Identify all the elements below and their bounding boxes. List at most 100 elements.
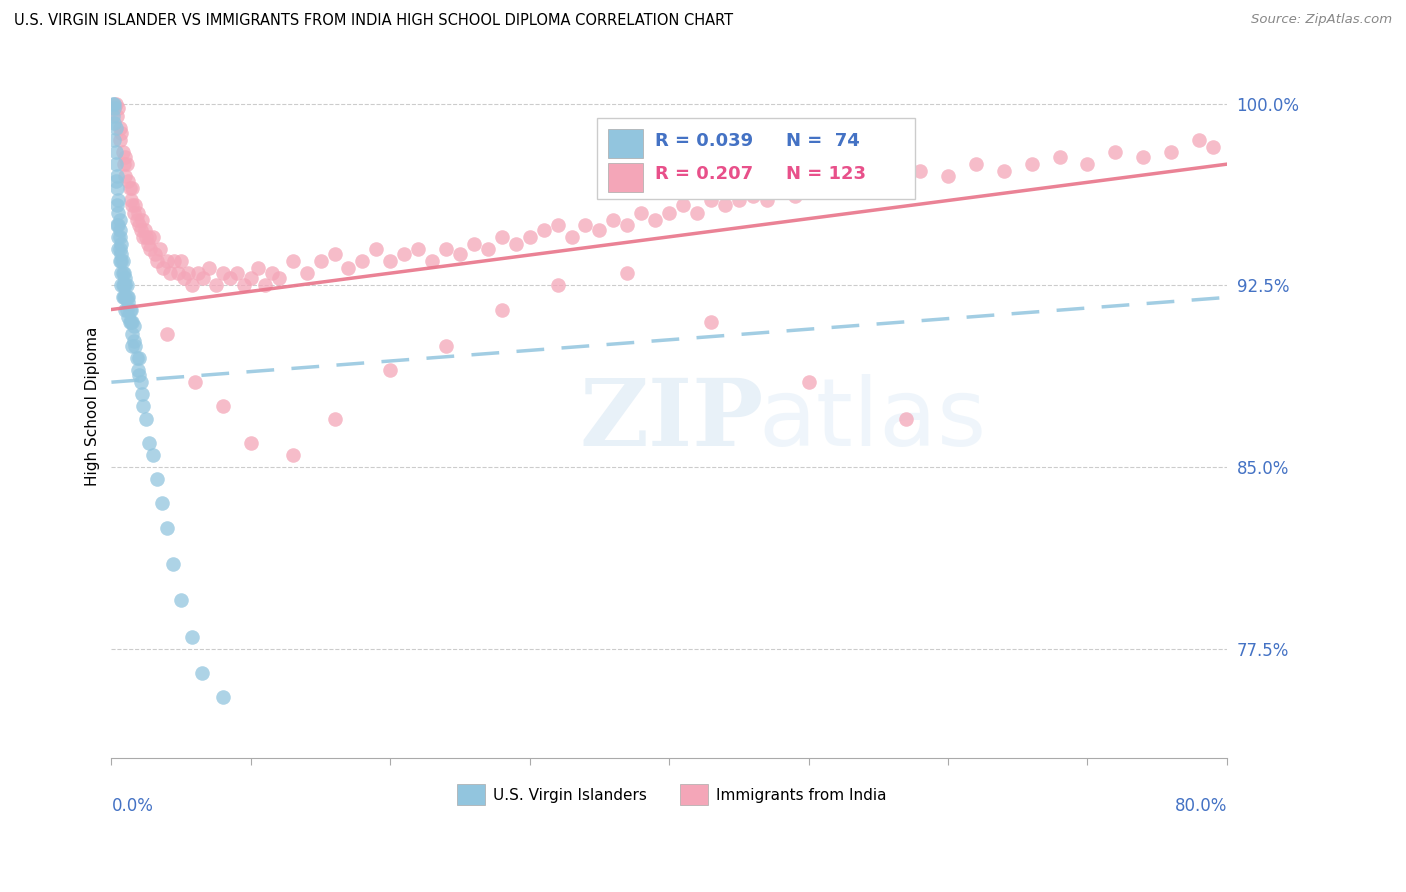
Point bbox=[143, 247, 166, 261]
Point bbox=[114, 290, 136, 304]
Point bbox=[105, 181, 128, 195]
Point bbox=[101, 96, 124, 111]
Point bbox=[1188, 133, 1211, 147]
Point bbox=[111, 254, 134, 268]
Point bbox=[406, 242, 429, 256]
Point bbox=[173, 271, 195, 285]
Point bbox=[117, 174, 139, 188]
Point bbox=[380, 363, 402, 377]
Point bbox=[561, 230, 583, 244]
Point bbox=[103, 116, 125, 130]
Point bbox=[253, 278, 276, 293]
Point bbox=[111, 290, 134, 304]
Text: 80.0%: 80.0% bbox=[1174, 797, 1227, 814]
Point bbox=[219, 271, 242, 285]
Point bbox=[110, 237, 132, 252]
Point bbox=[191, 665, 214, 680]
Point bbox=[811, 174, 834, 188]
Point bbox=[120, 194, 142, 208]
Point bbox=[769, 181, 792, 195]
Point bbox=[152, 261, 174, 276]
Point bbox=[127, 205, 149, 219]
Point bbox=[177, 266, 200, 280]
Point bbox=[463, 237, 485, 252]
Point bbox=[225, 266, 247, 280]
Point bbox=[142, 448, 165, 462]
Text: atlas: atlas bbox=[758, 375, 987, 467]
Point bbox=[107, 218, 129, 232]
Point bbox=[232, 278, 254, 293]
Bar bbox=[457, 784, 485, 805]
Point bbox=[125, 351, 148, 365]
Point bbox=[434, 242, 457, 256]
Point bbox=[825, 181, 848, 195]
Point bbox=[146, 472, 169, 486]
Point bbox=[107, 242, 129, 256]
Point bbox=[105, 198, 128, 212]
Point bbox=[965, 157, 987, 171]
Point bbox=[128, 351, 150, 365]
Point bbox=[162, 557, 184, 571]
Bar bbox=[596, 119, 914, 199]
Point bbox=[122, 319, 145, 334]
Point bbox=[121, 326, 143, 341]
Point bbox=[187, 266, 209, 280]
Point bbox=[281, 448, 304, 462]
Point bbox=[112, 290, 135, 304]
Point bbox=[121, 339, 143, 353]
Point bbox=[114, 150, 136, 164]
Point bbox=[128, 218, 150, 232]
Point bbox=[120, 315, 142, 329]
Point bbox=[121, 198, 143, 212]
Point bbox=[118, 181, 141, 195]
Point bbox=[797, 181, 820, 195]
Point bbox=[114, 169, 136, 184]
Point bbox=[491, 302, 513, 317]
Point bbox=[108, 230, 131, 244]
Point bbox=[112, 266, 135, 280]
Point bbox=[132, 400, 155, 414]
Point bbox=[139, 242, 162, 256]
Point bbox=[205, 278, 228, 293]
Point bbox=[193, 271, 215, 285]
Point bbox=[122, 205, 145, 219]
Point bbox=[1202, 140, 1225, 154]
Point bbox=[115, 157, 138, 171]
Point bbox=[728, 194, 751, 208]
Point bbox=[108, 242, 131, 256]
Point bbox=[281, 254, 304, 268]
Point bbox=[392, 247, 415, 261]
Point bbox=[107, 230, 129, 244]
Point bbox=[111, 278, 134, 293]
Point bbox=[131, 387, 153, 401]
Point bbox=[112, 278, 135, 293]
Point bbox=[212, 266, 235, 280]
Point bbox=[170, 254, 193, 268]
Point bbox=[103, 102, 125, 116]
Point bbox=[163, 254, 186, 268]
Point bbox=[1104, 145, 1126, 159]
Text: R = 0.039: R = 0.039 bbox=[655, 132, 752, 150]
Point bbox=[129, 222, 152, 236]
Point bbox=[323, 247, 346, 261]
Point bbox=[156, 326, 179, 341]
Point bbox=[138, 230, 160, 244]
Point bbox=[121, 181, 143, 195]
Point bbox=[533, 222, 555, 236]
Point bbox=[115, 290, 138, 304]
Point bbox=[295, 266, 318, 280]
Point bbox=[112, 157, 135, 171]
Point bbox=[104, 96, 127, 111]
Point bbox=[103, 96, 125, 111]
Point bbox=[124, 198, 146, 212]
Point bbox=[142, 230, 165, 244]
Point bbox=[117, 290, 139, 304]
Point bbox=[134, 222, 156, 236]
Point bbox=[114, 302, 136, 317]
Point bbox=[135, 411, 157, 425]
Point bbox=[138, 435, 160, 450]
Text: U.S. Virgin Islanders: U.S. Virgin Islanders bbox=[494, 789, 647, 803]
Y-axis label: High School Diploma: High School Diploma bbox=[86, 326, 100, 486]
Point bbox=[110, 126, 132, 140]
Bar bbox=[607, 129, 644, 159]
